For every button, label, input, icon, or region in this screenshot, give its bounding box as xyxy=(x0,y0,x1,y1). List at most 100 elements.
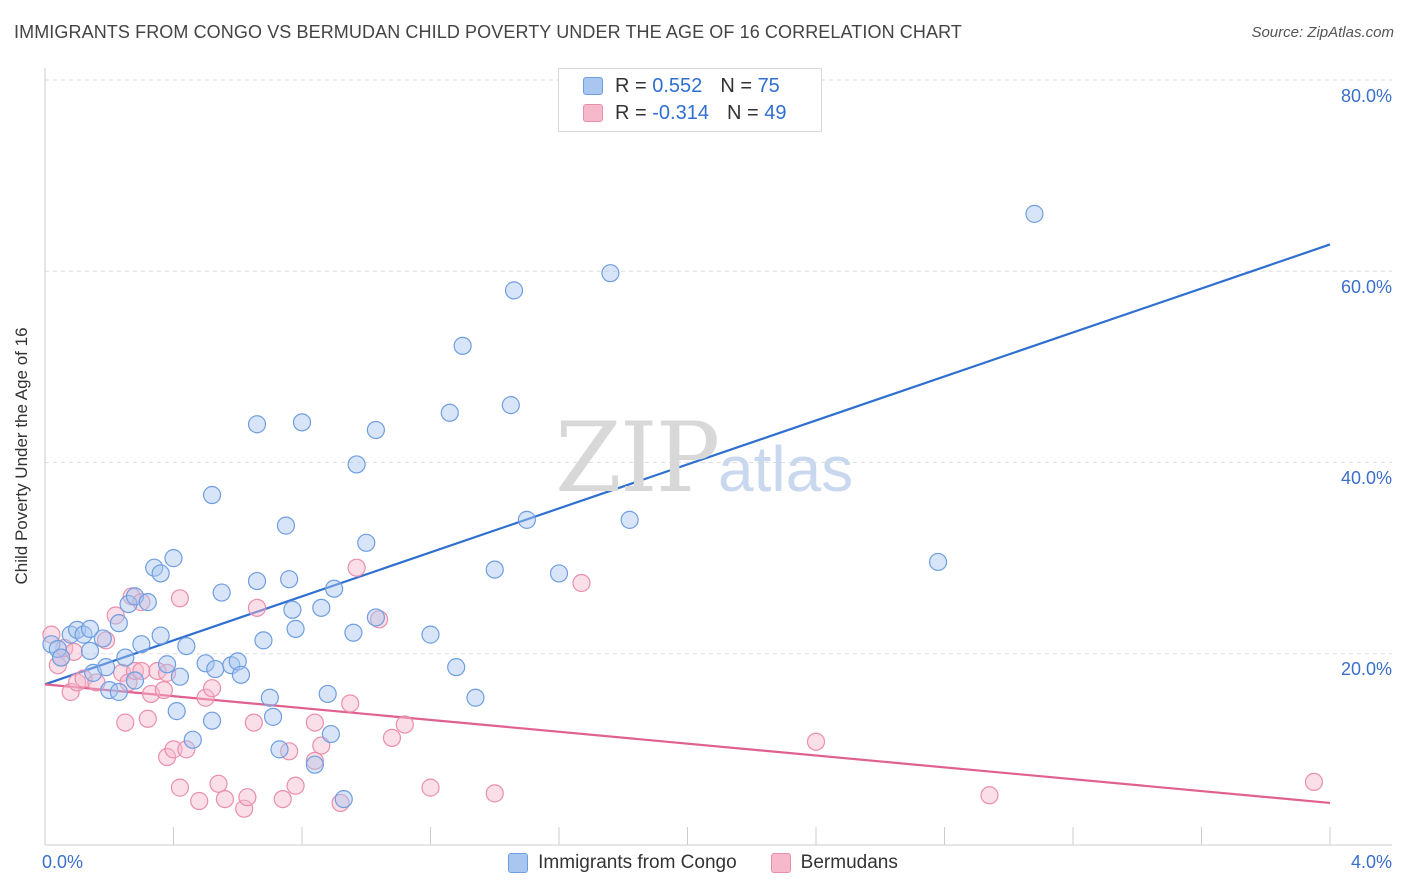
data-point xyxy=(572,573,591,593)
data-point xyxy=(238,788,257,807)
data-point xyxy=(170,667,190,686)
data-point xyxy=(116,713,135,732)
data-point xyxy=(138,709,157,728)
data-point xyxy=(440,403,459,422)
data-point xyxy=(283,600,302,619)
data-point xyxy=(125,661,145,681)
data-point xyxy=(382,728,402,748)
data-point xyxy=(263,707,283,726)
data-point xyxy=(164,549,183,568)
data-point xyxy=(357,533,376,552)
data-point xyxy=(125,671,145,690)
n-label: N = xyxy=(726,101,759,124)
watermark-atlas: atlas xyxy=(718,433,854,505)
data-point xyxy=(96,658,116,677)
data-point xyxy=(247,571,267,591)
data-point xyxy=(928,552,948,572)
data-point xyxy=(270,740,289,759)
data-point xyxy=(247,415,267,434)
data-point xyxy=(170,778,190,797)
legend-item-bermudans[interactable]: Bermudans xyxy=(770,852,898,874)
data-point xyxy=(170,589,190,608)
data-point xyxy=(132,635,151,654)
data-point xyxy=(235,799,254,818)
data-point xyxy=(80,619,100,638)
data-point xyxy=(260,688,279,707)
data-point xyxy=(202,711,222,730)
data-point xyxy=(501,396,520,415)
data-point xyxy=(183,730,202,749)
data-point xyxy=(190,791,209,811)
data-point xyxy=(51,648,71,667)
data-point xyxy=(325,579,344,598)
legend-item-congo[interactable]: Immigrants from Congo xyxy=(508,852,737,874)
congo-legend-swatch xyxy=(508,853,529,873)
data-point xyxy=(109,682,128,702)
legend-label-congo: Immigrants from Congo xyxy=(538,852,737,873)
y-axis-label: Child Poverty Under the Age of 16 xyxy=(12,327,31,585)
data-point xyxy=(334,789,353,809)
data-point xyxy=(138,593,157,612)
stats-row-congo: R = 0.552 N = 75 xyxy=(583,73,780,99)
legend-label-bermudans: Bermudans xyxy=(800,852,898,873)
data-point xyxy=(215,789,234,809)
y-tick-label-40: 40.0% xyxy=(1340,468,1392,488)
chart-title: IMMIGRANTS FROM CONGO VS BERMUDAN CHILD … xyxy=(14,22,962,42)
data-point xyxy=(312,598,331,617)
data-point xyxy=(231,665,251,684)
data-point xyxy=(209,774,228,793)
data-point xyxy=(116,648,135,667)
data-point xyxy=(485,784,504,803)
data-point xyxy=(80,641,100,660)
data-point xyxy=(286,776,305,795)
data-point xyxy=(466,688,485,707)
data-point xyxy=(202,485,222,505)
data-point xyxy=(254,631,273,650)
data-point xyxy=(347,455,366,474)
r-label: R = xyxy=(615,101,647,124)
data-point xyxy=(228,652,247,671)
bermudans-legend-swatch xyxy=(770,853,791,873)
watermark-zip: ZIP xyxy=(555,402,720,514)
data-point xyxy=(244,713,263,732)
bermudans-swatch xyxy=(583,104,603,122)
y-tick-label-60: 60.0% xyxy=(1340,277,1392,297)
data-point xyxy=(601,264,620,283)
data-point xyxy=(305,713,324,732)
data-point xyxy=(321,724,341,744)
data-point xyxy=(196,654,215,673)
y-tick-label-20: 20.0% xyxy=(1340,659,1392,679)
data-point xyxy=(109,614,128,633)
data-point xyxy=(151,564,170,583)
data-point xyxy=(206,659,225,679)
data-point xyxy=(196,688,215,707)
trend-line xyxy=(44,683,1331,805)
n-label: N = xyxy=(720,74,752,97)
data-point xyxy=(154,680,173,700)
data-point xyxy=(119,673,138,692)
data-point xyxy=(549,564,569,583)
trend-line xyxy=(44,243,1331,686)
data-point xyxy=(157,655,177,674)
data-point xyxy=(620,510,639,529)
data-point xyxy=(280,570,299,589)
stats-legend: R = 0.552 N = 75 R = -0.314 N = 49 xyxy=(558,68,822,132)
data-point xyxy=(286,619,305,638)
r-value: 0.552 xyxy=(652,74,703,97)
data-point xyxy=(96,631,116,650)
source-label: Source: ZipAtlas.com xyxy=(1251,24,1394,41)
data-point xyxy=(806,732,826,751)
data-point xyxy=(980,786,999,805)
data-point xyxy=(318,684,337,704)
data-point xyxy=(504,281,524,300)
data-point xyxy=(347,558,366,577)
x-tick-label-min: 0.0% xyxy=(42,852,84,872)
data-point xyxy=(151,626,170,645)
data-point xyxy=(305,755,324,774)
data-point xyxy=(1025,204,1044,223)
data-point xyxy=(421,778,440,797)
data-point xyxy=(453,336,472,355)
data-point xyxy=(177,740,196,759)
data-point xyxy=(366,420,385,440)
